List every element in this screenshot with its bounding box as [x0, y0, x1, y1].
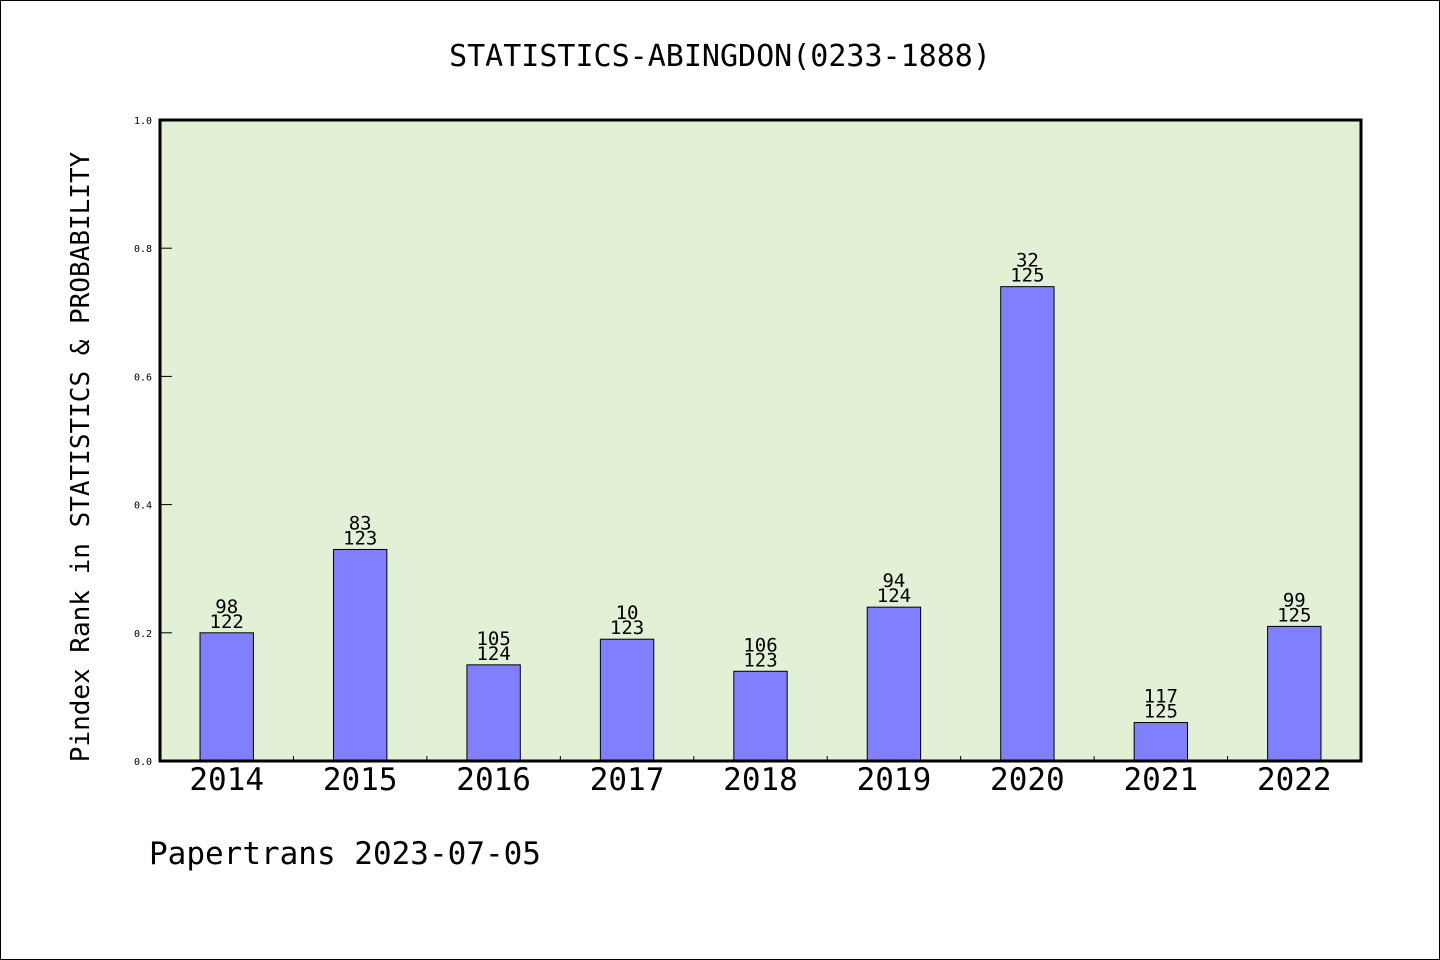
y-tick-label: 0.2 [134, 629, 152, 640]
bars-group [199, 286, 1322, 762]
y-tick-label: 1.0 [134, 116, 152, 127]
x-tick-label: 2015 [323, 762, 398, 798]
x-axis: 2014 2015 2016 2017 2018 2019 2020 2021 2022 [189, 756, 1332, 798]
bar-2018 [733, 670, 788, 762]
bar-rank-label: 32 [1016, 250, 1039, 272]
bar-2016 [466, 664, 521, 762]
bar-rank-label: 106 [743, 634, 777, 656]
y-axis: 0.0 0.2 0.4 0.6 0.8 1.0 [134, 116, 172, 768]
footer-credit: Papertrans 2023-07-05 [149, 836, 541, 872]
plot-border [158, 118, 1363, 763]
bar-total-label: 123 [343, 527, 377, 549]
bar-rank-label: 98 [215, 596, 238, 618]
bar-2015 [332, 548, 388, 762]
bar-rank-label: 105 [476, 628, 510, 650]
bar-total-label: 123 [610, 617, 644, 639]
bar-total-label: 123 [743, 649, 777, 671]
bar-total-label: 125 [1010, 265, 1044, 287]
bar-2022 [1267, 625, 1322, 762]
x-tick-label: 2018 [723, 762, 798, 798]
x-tick-label: 2020 [990, 762, 1065, 798]
x-tick-label: 2016 [456, 762, 531, 798]
bar-total-label: 122 [210, 611, 244, 633]
y-tick-label: 0.4 [134, 501, 152, 512]
bar-rank-label: 83 [349, 512, 372, 534]
x-tick-label: 2017 [590, 762, 665, 798]
chart-title: STATISTICS-ABINGDON(0233-1888) [449, 39, 991, 74]
bar-2021 [1133, 722, 1189, 762]
bar-rank-label: 10 [616, 602, 639, 624]
x-tick-label: 2019 [857, 762, 932, 798]
bar-2014 [199, 632, 254, 762]
bar-labels-group: 9812283123105124101231061239412432125117… [210, 250, 1312, 723]
y-tick-label: 0.8 [134, 244, 152, 255]
bar-2020 [1000, 286, 1055, 762]
bar-total-label: 125 [1144, 701, 1178, 723]
bar-rank-label: 94 [882, 570, 905, 592]
bar-2017 [599, 638, 655, 762]
y-tick-label: 0.6 [134, 372, 152, 383]
y-axis-label: Pindex Rank in STATISTICS & PROBABILITY [66, 151, 96, 762]
x-tick-label: 2022 [1257, 762, 1332, 798]
x-tick-label: 2021 [1124, 762, 1199, 798]
bar-total-label: 124 [476, 643, 510, 665]
bar-total-label: 125 [1277, 604, 1311, 626]
bar-2019 [866, 606, 922, 762]
bar-total-label: 124 [877, 585, 911, 607]
bar-rank-label: 117 [1144, 686, 1178, 708]
bar-rank-label: 99 [1283, 589, 1306, 611]
x-tick-label: 2014 [189, 762, 264, 798]
y-tick-label: 0.0 [134, 757, 152, 768]
